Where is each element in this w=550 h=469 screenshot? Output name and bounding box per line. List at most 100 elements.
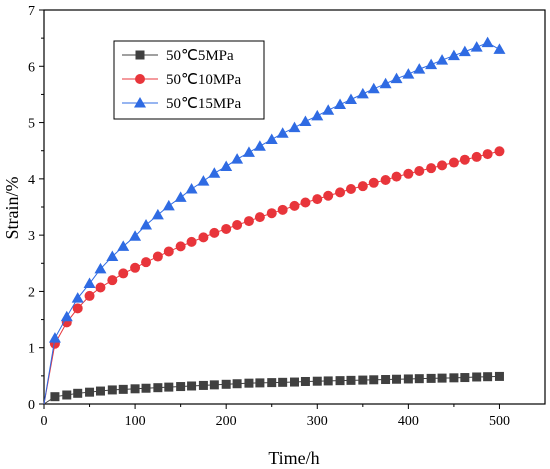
data-point xyxy=(185,182,198,194)
data-point xyxy=(413,63,426,74)
x-tick-label: 100 xyxy=(125,414,146,429)
data-point xyxy=(335,376,345,386)
legend-marker xyxy=(135,50,145,60)
x-tick-label: 0 xyxy=(41,414,48,429)
data-point xyxy=(458,45,471,57)
data-point xyxy=(483,372,493,382)
data-point xyxy=(414,374,424,384)
data-point xyxy=(221,379,231,389)
data-point xyxy=(95,386,105,396)
data-point xyxy=(243,216,254,227)
data-point xyxy=(72,303,83,314)
data-point xyxy=(379,77,392,89)
data-point xyxy=(471,151,482,162)
data-point xyxy=(300,376,310,386)
y-tick-label: 5 xyxy=(28,117,35,132)
data-point xyxy=(164,382,174,392)
data-point xyxy=(265,133,278,144)
data-point xyxy=(459,154,470,165)
data-point xyxy=(255,378,265,388)
data-point xyxy=(266,208,277,219)
data-point xyxy=(299,115,312,126)
data-point xyxy=(289,200,300,211)
y-tick-label: 6 xyxy=(28,60,35,75)
data-point xyxy=(130,384,140,394)
legend: 50℃5MPa 50℃10MPa 50℃15MPa xyxy=(113,40,265,120)
data-point xyxy=(345,183,356,194)
data-point xyxy=(277,204,288,215)
data-point xyxy=(231,153,244,164)
legend-item: 50℃10MPa xyxy=(122,72,242,88)
data-point xyxy=(460,373,470,383)
y-tick-label: 0 xyxy=(28,398,35,413)
data-point xyxy=(312,194,323,205)
data-point xyxy=(278,377,288,387)
data-point xyxy=(84,290,95,301)
data-point xyxy=(447,49,460,61)
data-point xyxy=(402,68,415,79)
axes: 0 100 200 300 400 500 0 1 2 3 4 5 6 7 xyxy=(28,4,546,429)
data-point xyxy=(197,175,210,186)
data-point xyxy=(85,387,95,397)
data-point xyxy=(470,41,483,52)
data-point xyxy=(346,375,356,385)
data-point xyxy=(494,371,504,381)
data-point xyxy=(392,374,402,384)
data-point xyxy=(426,163,437,174)
data-point xyxy=(472,372,482,382)
data-point xyxy=(176,382,186,392)
data-point xyxy=(311,109,324,121)
data-point xyxy=(368,177,379,188)
data-point xyxy=(344,93,357,104)
data-point xyxy=(391,171,402,182)
data-point xyxy=(242,146,255,157)
data-point xyxy=(209,380,219,390)
data-point xyxy=(367,82,380,94)
data-point xyxy=(186,236,197,247)
data-point xyxy=(198,380,208,390)
data-point xyxy=(426,373,436,383)
data-point xyxy=(414,165,425,176)
data-point xyxy=(118,268,129,279)
data-point xyxy=(381,375,391,385)
data-point xyxy=(151,208,164,220)
data-point xyxy=(48,332,61,343)
series-circle xyxy=(43,146,505,405)
data-point xyxy=(221,223,232,234)
data-point xyxy=(232,220,243,231)
y-tick-label: 1 xyxy=(28,342,35,357)
data-point xyxy=(335,187,346,198)
data-point xyxy=(481,36,494,48)
data-point xyxy=(141,383,151,393)
data-point xyxy=(425,58,438,70)
data-point xyxy=(208,167,221,178)
data-point xyxy=(83,277,96,289)
legend-item: 50℃15MPa xyxy=(122,96,242,112)
data-point xyxy=(300,197,311,208)
data-point xyxy=(437,160,448,171)
data-point xyxy=(322,104,335,115)
data-point xyxy=(312,376,322,386)
x-tick-label: 400 xyxy=(398,414,419,429)
data-point xyxy=(73,388,83,398)
data-point xyxy=(130,262,141,273)
data-point xyxy=(494,146,505,157)
legend-label: 50℃5MPa xyxy=(166,48,234,64)
y-tick-label: 7 xyxy=(28,4,35,19)
data-point xyxy=(288,121,301,133)
data-point xyxy=(107,275,118,286)
x-tick-label: 500 xyxy=(489,414,510,429)
data-point xyxy=(118,384,128,394)
data-point xyxy=(175,241,186,252)
data-point xyxy=(220,160,233,171)
data-point xyxy=(117,240,130,251)
legend-marker xyxy=(134,97,146,108)
data-point xyxy=(356,87,369,99)
data-point xyxy=(174,191,187,202)
data-point xyxy=(253,140,266,151)
data-point xyxy=(323,376,333,386)
data-point xyxy=(140,219,153,230)
data-point xyxy=(267,378,277,388)
series-triangle xyxy=(43,36,506,405)
